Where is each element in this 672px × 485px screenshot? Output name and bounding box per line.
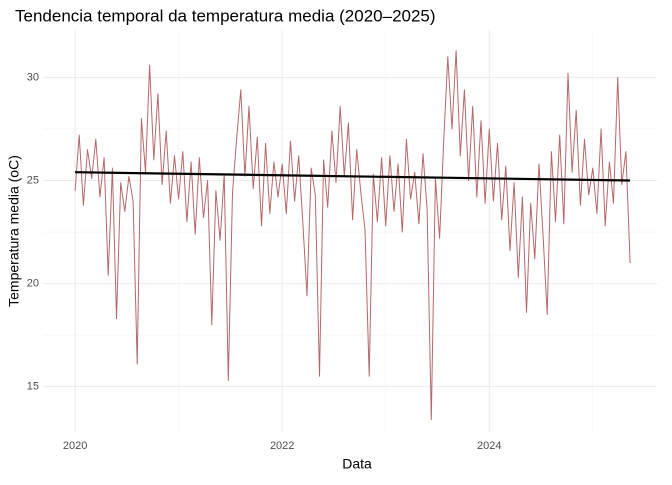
x-axis-label: Data bbox=[342, 456, 372, 472]
x-tick-label: 2024 bbox=[477, 440, 501, 452]
trend-line bbox=[75, 171, 631, 182]
y-tick-label: 30 bbox=[27, 71, 39, 83]
y-tick-label: 20 bbox=[27, 277, 39, 289]
temperature-line bbox=[74, 50, 631, 421]
chart-title: Tendencia temporal da temperatura media … bbox=[15, 6, 436, 25]
y-tick-label: 25 bbox=[27, 174, 39, 186]
x-tick-label: 2022 bbox=[270, 440, 294, 452]
y-axis-label: Temperatura media (oC) bbox=[6, 155, 22, 307]
x-tick-label: 2020 bbox=[63, 440, 87, 452]
y-tick-label: 15 bbox=[27, 381, 39, 393]
